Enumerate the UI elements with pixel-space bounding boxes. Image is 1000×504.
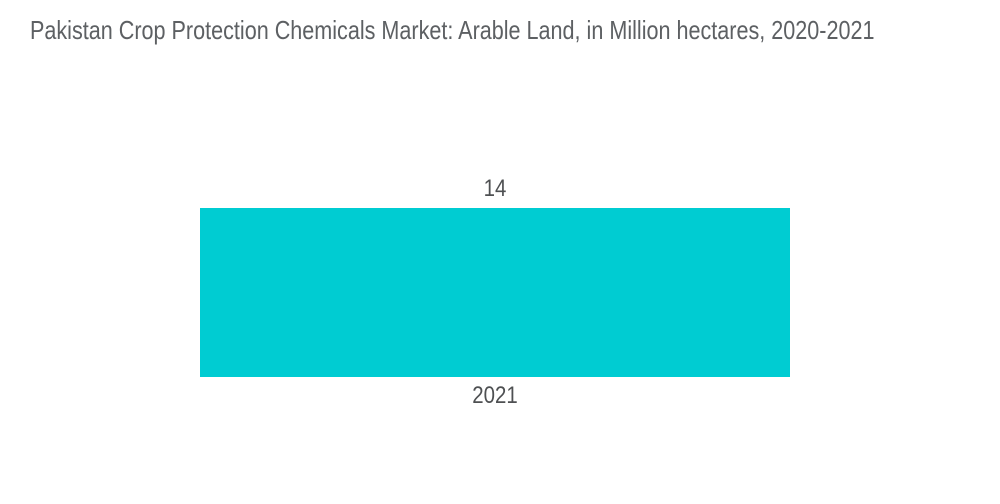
chart-title: Pakistan Crop Protection Chemicals Marke…: [30, 15, 875, 45]
x-axis-label-2021: 2021: [472, 382, 518, 409]
bar-value-label: 14: [483, 175, 507, 202]
bar-2021[interactable]: [200, 208, 790, 377]
